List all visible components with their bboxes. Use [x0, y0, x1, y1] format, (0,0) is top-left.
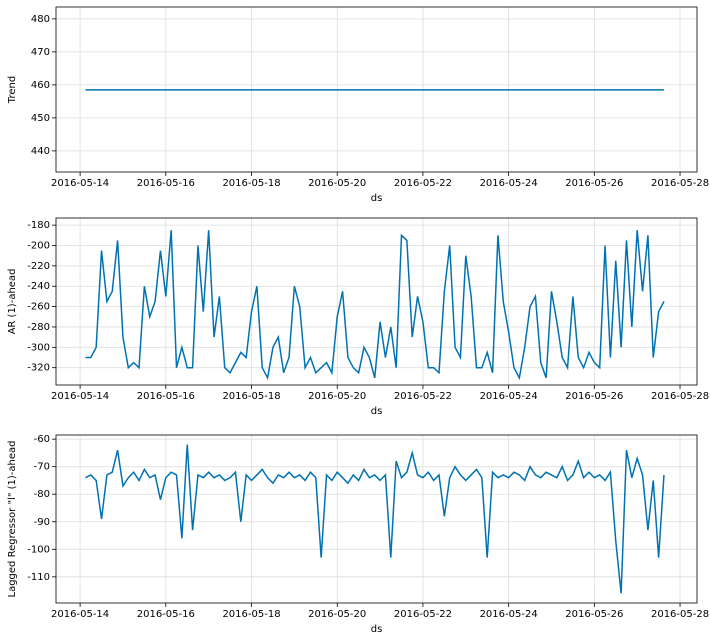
x-axis-label: ds: [371, 624, 383, 635]
y-tick-label: -110: [27, 572, 50, 583]
subplot: 2016-05-14 2016-05-16 2016-05-18 2016-05-20…: [7, 434, 709, 635]
y-tick-label: -300: [27, 342, 50, 353]
x-axis-label: ds: [371, 193, 383, 204]
y-tick-label: -240: [27, 281, 50, 292]
x-tick-label: 2016-05-24: [480, 178, 538, 189]
x-tick-label: 2016-05-16: [137, 609, 195, 620]
x-tick-label: 2016-05-26: [565, 391, 623, 402]
x-tick-label: 2016-05-20: [308, 609, 366, 620]
x-tick-label: 2016-05-26: [565, 609, 623, 620]
x-tick-label: 2016-05-24: [480, 609, 538, 620]
x-tick-label: 2016-05-22: [394, 178, 452, 189]
y-axis-label: Lagged Regressor "l" (1)-ahead: [7, 441, 18, 598]
y-tick-label: -260: [27, 302, 50, 313]
x-tick-label: 2016-05-14: [51, 391, 109, 402]
subplot: 2016-05-14 2016-05-16 2016-05-18 2016-05-20…: [7, 6, 709, 204]
axes-frame: [55, 434, 698, 604]
y-tick-label: -220: [27, 261, 50, 272]
x-tick-label: 2016-05-16: [137, 178, 195, 189]
y-tick-label: 470: [31, 47, 50, 58]
y-tick-label: -100: [27, 544, 50, 555]
x-tick-label: 2016-05-20: [308, 178, 366, 189]
x-tick-label: 2016-05-28: [651, 609, 709, 620]
y-tick-label: -90: [34, 517, 50, 528]
x-tick-label: 2016-05-14: [51, 178, 109, 189]
y-tick-label: 460: [31, 80, 50, 91]
data-line: [85, 444, 665, 594]
y-axis-label: AR (1)-ahead: [7, 269, 18, 335]
x-tick-label: 2016-05-22: [394, 609, 452, 620]
x-tick-label: 2016-05-22: [394, 391, 452, 402]
x-tick-label: 2016-05-24: [480, 391, 538, 402]
data-line: [85, 230, 665, 381]
y-tick-label: 440: [31, 146, 50, 157]
y-tick-label: -60: [34, 434, 50, 445]
x-tick-label: 2016-05-26: [565, 178, 623, 189]
x-tick-label: 2016-05-20: [308, 391, 366, 402]
y-axis-label: Trend: [7, 76, 18, 104]
y-tick-label: -70: [34, 462, 50, 473]
x-tick-label: 2016-05-18: [222, 178, 280, 189]
x-tick-label: 2016-05-16: [137, 391, 195, 402]
axes-frame: [55, 217, 698, 386]
y-tick-label: 480: [31, 14, 50, 25]
y-tick-label: -280: [27, 322, 50, 333]
x-tick-label: 2016-05-14: [51, 609, 109, 620]
y-tick-label: -200: [27, 240, 50, 251]
x-axis-label: ds: [371, 406, 383, 417]
x-tick-label: 2016-05-28: [651, 391, 709, 402]
subplot: 2016-05-14 2016-05-16 2016-05-18 2016-05-20…: [7, 217, 709, 417]
y-tick-label: -180: [27, 220, 50, 231]
x-tick-label: 2016-05-28: [651, 178, 709, 189]
y-tick-label: -320: [27, 363, 50, 374]
axes-frame: [55, 6, 698, 173]
y-tick-label: -80: [34, 489, 50, 500]
x-tick-label: 2016-05-18: [222, 391, 280, 402]
x-tick-label: 2016-05-18: [222, 609, 280, 620]
y-tick-label: 450: [31, 113, 50, 124]
